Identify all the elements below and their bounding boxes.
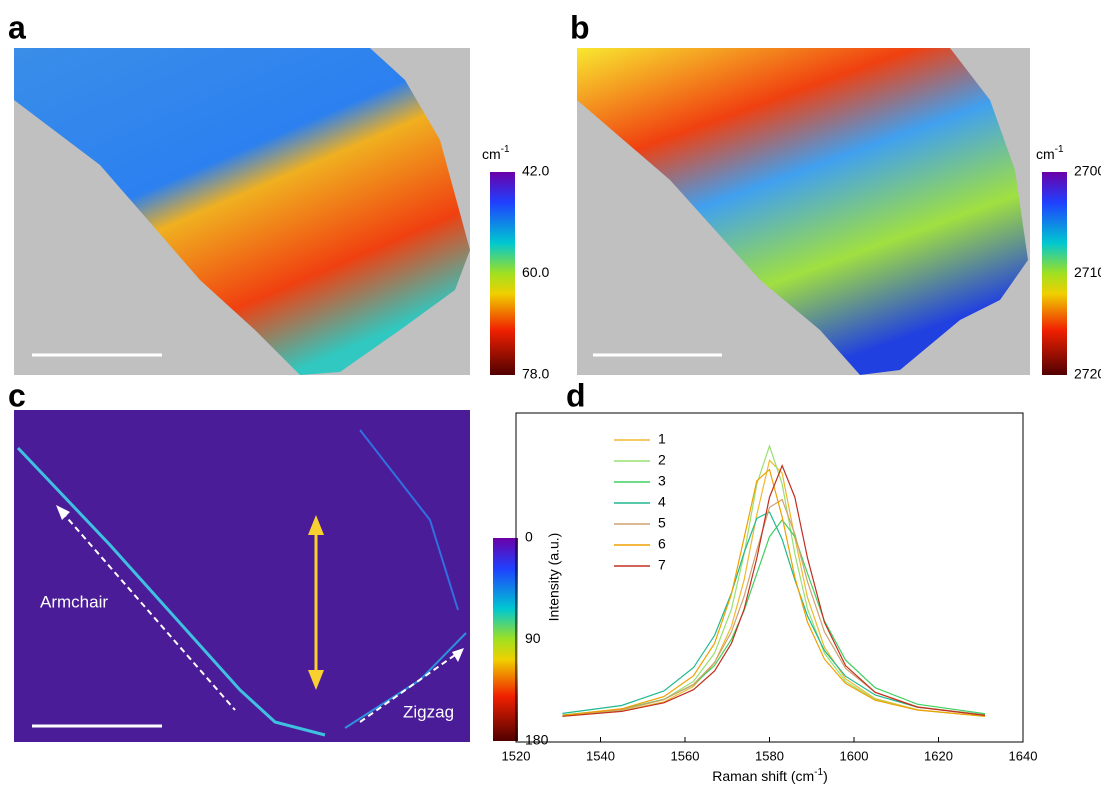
panel-letter: b bbox=[570, 9, 590, 45]
legend-label: 2 bbox=[658, 452, 666, 468]
edge-line bbox=[16, 446, 326, 737]
map-flake bbox=[14, 48, 470, 375]
legend-label: 5 bbox=[658, 515, 666, 531]
colorbar-tick-label: 42.0 bbox=[522, 163, 549, 179]
colorbar-tick-label: 90 bbox=[525, 630, 541, 646]
series-line bbox=[562, 498, 986, 716]
legend-label: 7 bbox=[658, 557, 666, 573]
panel-letter: d bbox=[566, 377, 586, 413]
colorbar-tick-label: 2700 bbox=[1074, 163, 1101, 179]
x-axis-label: Raman shift (cm-1) bbox=[712, 767, 828, 784]
series-line bbox=[562, 459, 986, 717]
series-line bbox=[562, 518, 986, 716]
series-line bbox=[562, 443, 986, 717]
colorbar-tick-label: 78.0 bbox=[522, 366, 549, 382]
arrow-head bbox=[308, 515, 324, 535]
series-line bbox=[562, 468, 986, 717]
map-flake bbox=[577, 48, 1028, 375]
legend-label: 3 bbox=[658, 473, 666, 489]
x-tick-label: 1560 bbox=[671, 748, 700, 763]
map-background bbox=[14, 410, 470, 742]
arrow-head bbox=[56, 505, 70, 520]
legend-label: 6 bbox=[658, 536, 666, 552]
dashed-arrow bbox=[61, 511, 236, 711]
panel-letter: a bbox=[8, 9, 26, 45]
annotation: Armchair bbox=[40, 592, 108, 611]
colorbar-tick-label: 60.0 bbox=[522, 264, 549, 280]
panel-letter: c bbox=[8, 377, 26, 413]
series-line bbox=[562, 511, 986, 716]
colorbar bbox=[1042, 172, 1067, 375]
edge-line bbox=[359, 429, 459, 611]
legend-label: 4 bbox=[658, 494, 666, 510]
x-tick-label: 1580 bbox=[755, 748, 784, 763]
colorbar-unit: cm-1 bbox=[482, 144, 510, 162]
colorbar-unit: cm-1 bbox=[1036, 144, 1064, 162]
colorbar-tick-label: 2710 bbox=[1074, 264, 1101, 280]
legend-label: 1 bbox=[658, 431, 666, 447]
x-tick-label: 1540 bbox=[586, 748, 615, 763]
x-tick-label: 1600 bbox=[840, 748, 869, 763]
x-tick-label: 1520 bbox=[502, 748, 531, 763]
x-tick-label: 1640 bbox=[1009, 748, 1038, 763]
arrow-head bbox=[308, 670, 324, 690]
colorbar bbox=[490, 172, 515, 375]
colorbar-tick-label: 0 bbox=[525, 529, 533, 545]
y-axis-label: Intensity (a.u.) bbox=[546, 533, 562, 622]
annotation: Zigzag bbox=[403, 702, 454, 721]
x-tick-label: 1620 bbox=[924, 748, 953, 763]
arrow-head bbox=[452, 648, 464, 662]
colorbar bbox=[493, 538, 518, 741]
colorbar-tick-label: 180 bbox=[525, 732, 549, 748]
series-line bbox=[562, 464, 986, 717]
